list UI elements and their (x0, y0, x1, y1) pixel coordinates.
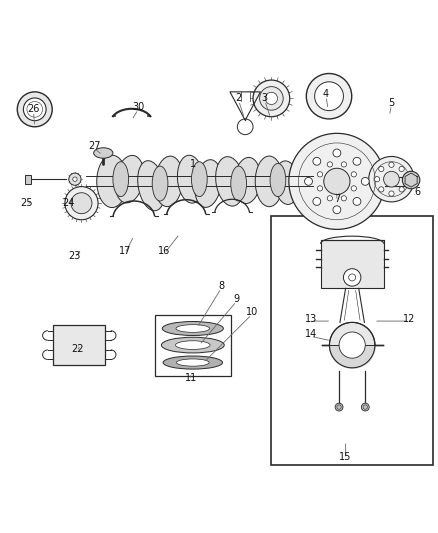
Ellipse shape (161, 337, 224, 353)
Circle shape (361, 177, 369, 185)
Circle shape (399, 166, 404, 172)
Circle shape (353, 157, 361, 165)
Text: 22: 22 (71, 344, 83, 354)
Ellipse shape (274, 161, 299, 205)
Text: 12: 12 (403, 314, 415, 324)
Ellipse shape (113, 161, 129, 197)
Ellipse shape (155, 156, 183, 207)
Text: 3: 3 (262, 93, 268, 103)
Bar (155, 314, 231, 376)
Ellipse shape (138, 160, 165, 211)
Text: 25: 25 (21, 198, 33, 208)
Circle shape (324, 168, 350, 195)
Text: 11: 11 (184, 373, 197, 383)
Ellipse shape (115, 156, 144, 203)
Text: 2: 2 (236, 93, 242, 103)
Ellipse shape (152, 166, 168, 201)
Circle shape (327, 196, 332, 201)
Circle shape (389, 162, 394, 167)
Ellipse shape (177, 359, 209, 366)
Circle shape (327, 162, 332, 167)
Ellipse shape (176, 341, 210, 350)
Circle shape (329, 322, 375, 368)
Ellipse shape (194, 160, 222, 207)
Circle shape (403, 171, 420, 189)
Circle shape (374, 176, 380, 182)
Circle shape (65, 187, 98, 220)
Circle shape (403, 176, 409, 182)
Bar (53, 326, 106, 365)
Circle shape (343, 269, 361, 286)
Ellipse shape (215, 157, 244, 206)
Bar (321, 240, 384, 288)
Text: 26: 26 (27, 104, 39, 114)
Circle shape (384, 171, 399, 187)
Ellipse shape (177, 155, 204, 203)
Circle shape (313, 198, 321, 205)
Text: 17: 17 (119, 246, 131, 256)
Ellipse shape (270, 164, 286, 197)
Ellipse shape (162, 321, 223, 335)
Ellipse shape (97, 155, 127, 207)
Circle shape (314, 82, 343, 111)
Ellipse shape (94, 148, 113, 158)
Circle shape (389, 191, 394, 196)
Circle shape (333, 149, 341, 157)
Circle shape (333, 206, 341, 214)
Ellipse shape (234, 157, 261, 204)
Circle shape (317, 186, 322, 191)
Circle shape (306, 74, 352, 119)
Circle shape (265, 92, 278, 104)
Circle shape (17, 92, 52, 127)
Circle shape (289, 133, 385, 229)
Text: 4: 4 (323, 89, 329, 99)
Circle shape (313, 157, 321, 165)
Circle shape (379, 187, 384, 192)
Circle shape (260, 87, 283, 110)
Circle shape (23, 98, 46, 120)
Text: 30: 30 (132, 102, 145, 112)
Text: 7: 7 (334, 194, 340, 204)
Ellipse shape (231, 166, 247, 201)
Circle shape (71, 193, 92, 214)
Bar (25, 175, 31, 183)
Circle shape (341, 162, 346, 167)
Ellipse shape (176, 325, 210, 333)
Circle shape (399, 187, 404, 192)
Text: 5: 5 (389, 98, 395, 108)
Text: 9: 9 (233, 294, 240, 304)
Ellipse shape (191, 161, 207, 197)
Circle shape (379, 166, 384, 172)
Circle shape (73, 177, 77, 181)
Circle shape (351, 186, 357, 191)
Text: 8: 8 (218, 281, 224, 291)
Text: 15: 15 (339, 453, 352, 462)
Circle shape (353, 198, 361, 205)
Text: 23: 23 (69, 251, 81, 261)
Text: 16: 16 (158, 246, 170, 256)
Text: 13: 13 (304, 314, 317, 324)
Circle shape (69, 173, 81, 185)
Ellipse shape (163, 356, 223, 369)
Circle shape (304, 177, 312, 185)
Text: 6: 6 (415, 187, 421, 197)
Text: 24: 24 (62, 198, 74, 208)
Ellipse shape (255, 156, 283, 207)
Circle shape (339, 332, 365, 358)
Circle shape (317, 172, 322, 177)
Text: 1: 1 (190, 159, 196, 169)
Text: 14: 14 (304, 329, 317, 339)
Circle shape (351, 172, 357, 177)
Circle shape (335, 403, 343, 411)
Circle shape (341, 196, 346, 201)
Text: 10: 10 (246, 308, 258, 317)
Circle shape (253, 80, 290, 117)
Text: 27: 27 (88, 141, 101, 151)
Circle shape (361, 403, 369, 411)
Circle shape (369, 157, 414, 202)
Bar (272, 216, 433, 465)
